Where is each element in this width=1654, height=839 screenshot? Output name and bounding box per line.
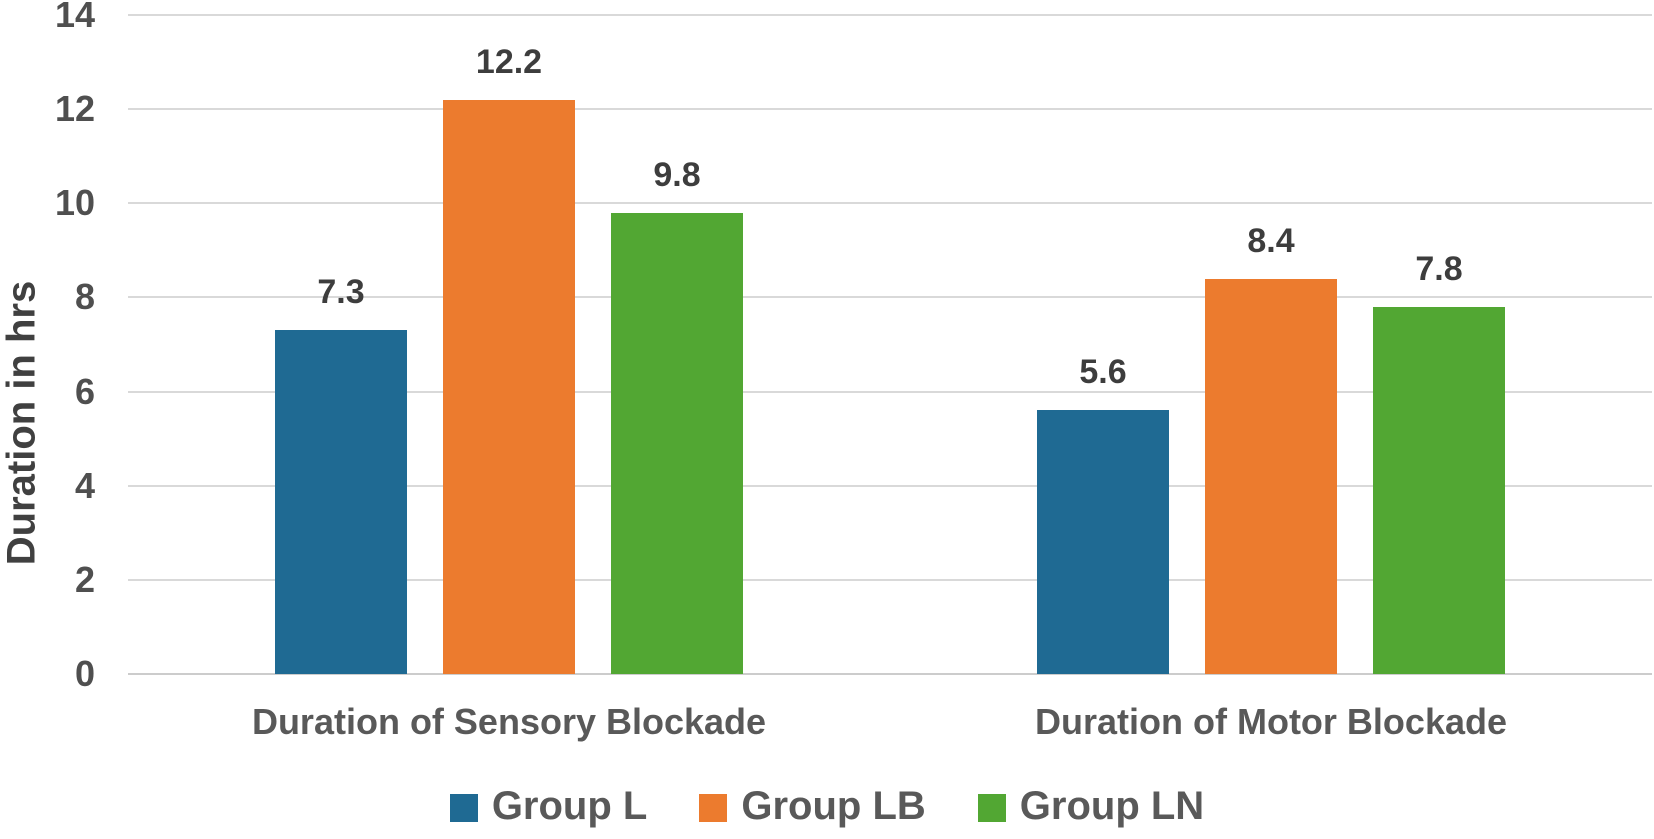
y-tick-label: 0 [74, 653, 95, 694]
bar [1205, 278, 1337, 674]
legend-item: Group L [449, 784, 648, 828]
bar [443, 99, 575, 674]
bar [1037, 410, 1169, 674]
bar [1373, 306, 1505, 674]
bar-value-label: 8.4 [1247, 221, 1295, 260]
gridline [128, 390, 1652, 393]
bar-value-label: 12.2 [475, 42, 543, 81]
legend-swatch-icon [699, 794, 728, 822]
legend: Group L Group LB Group LN [0, 786, 1654, 826]
legend-item: Group LB [699, 784, 926, 828]
bar [611, 212, 743, 674]
gridline [128, 108, 1652, 111]
bar-value-label: 9.8 [653, 155, 701, 194]
bar-value-label: 7.8 [1415, 249, 1463, 288]
bar-value-label: 7.3 [317, 273, 365, 312]
legend-label: Group L [491, 784, 648, 828]
y-tick-label: 4 [74, 464, 95, 506]
y-tick-label: 8 [74, 276, 95, 318]
y-tick-label: 14 [54, 0, 95, 35]
y-tick-label: 6 [74, 370, 95, 412]
gridline [128, 484, 1652, 487]
gridline [128, 14, 1652, 16]
y-tick-label: 10 [54, 182, 95, 224]
y-tick-label: 12 [54, 88, 95, 130]
x-axis-label: Duration of Motor Blockade [1034, 701, 1508, 742]
legend-item: Group LN [977, 784, 1205, 828]
bar-value-label: 5.6 [1079, 353, 1127, 392]
bar [275, 330, 407, 674]
y-tick-label: 2 [74, 558, 95, 600]
legend-swatch-icon [977, 794, 1006, 822]
legend-swatch-icon [449, 794, 478, 822]
gridline [128, 673, 1652, 675]
legend-label: Group LB [741, 784, 926, 828]
y-axis-title: Duration in hrs [0, 280, 44, 566]
legend-label: Group LN [1019, 784, 1205, 828]
gridline [128, 202, 1652, 205]
gridline [128, 578, 1652, 581]
x-axis-label: Duration of Sensory Blockade [251, 701, 767, 742]
gridline [128, 296, 1652, 299]
